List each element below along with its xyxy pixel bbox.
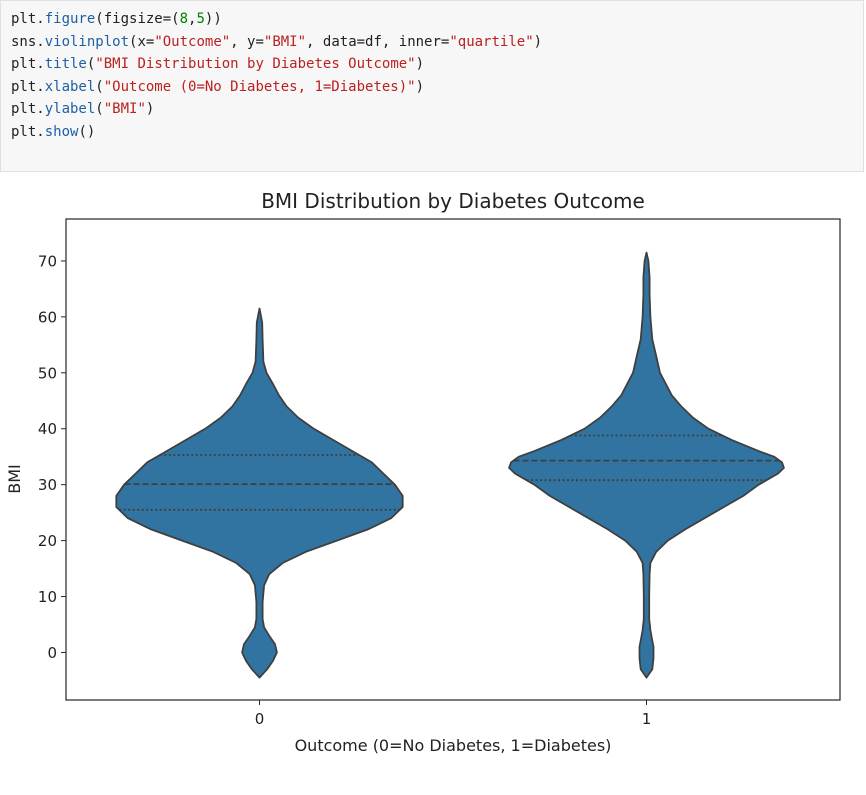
code-token: "Outcome" (154, 33, 231, 50)
y-tick-label: 60 (38, 308, 57, 326)
y-axis-label: BMI (5, 464, 24, 494)
code-token: sns. (11, 33, 45, 50)
code-token: title (44, 56, 87, 73)
code-token: "quartile" (449, 33, 534, 50)
y-tick-label: 20 (38, 532, 57, 550)
y-axis-ticks: 0 10 20 30 40 50 60 70 (38, 252, 66, 662)
code-token: "Outcome (0=No Diabetes, 1=Diabetes)" (103, 78, 416, 95)
x-tick-label: 1 (642, 710, 652, 728)
code-token: ( (95, 78, 104, 95)
code-token: )) (204, 11, 222, 27)
y-tick-label: 0 (47, 644, 57, 662)
code-token: () (78, 124, 96, 140)
x-tick-label: 0 (255, 710, 265, 728)
code-token: , y= (230, 33, 264, 50)
code-token: "BMI Distribution by Diabetes Outcome" (95, 56, 416, 73)
code-token: 8 (179, 11, 189, 27)
code-token: xlabel (44, 78, 96, 95)
code-token: "BMI" (103, 101, 146, 118)
code-token: plt. (11, 78, 45, 95)
chart-title: BMI Distribution by Diabetes Outcome (261, 189, 645, 213)
y-tick-label: 10 (38, 588, 57, 606)
y-tick-label: 70 (38, 252, 57, 270)
x-axis-label: Outcome (0=No Diabetes, 1=Diabetes) (295, 736, 612, 755)
code-token: ) (415, 56, 425, 73)
code-token: ( (86, 56, 96, 73)
code-token: (figsize=( (95, 11, 180, 27)
code-line[interactable]: plt.title("BMI Distribution by Diabetes … (11, 53, 424, 75)
code-token: show (44, 124, 79, 140)
code-line[interactable]: plt.figure(figsize=(8,5)) (11, 8, 222, 30)
violin-group (115, 251, 785, 679)
code-token: , data=df, inner= (306, 33, 450, 50)
y-tick-label: 30 (38, 476, 57, 494)
code-token: ( (95, 101, 104, 118)
code-line[interactable]: sns.violinplot(x="Outcome", y="BMI", dat… (11, 31, 542, 53)
plot-frame (65, 218, 841, 701)
code-line[interactable]: plt.xlabel("Outcome (0=No Diabetes, 1=Di… (11, 76, 424, 98)
code-token: , (188, 11, 197, 27)
code-line[interactable]: plt.show() (11, 121, 95, 143)
code-token: (x= (129, 33, 155, 50)
code-cell[interactable]: plt.figure(figsize=(8,5)) sns.violinplot(… (0, 0, 864, 172)
code-token: plt. (11, 56, 45, 73)
code-token: 5 (196, 11, 205, 27)
code-token: figure (44, 11, 96, 27)
violin-body-0 (115, 307, 404, 679)
code-token: plt. (11, 101, 45, 118)
code-token: ) (145, 101, 155, 118)
code-token: ) (415, 78, 425, 95)
violin-chart: BMI Distribution by Diabetes Outcome 010… (5, 189, 841, 755)
code-token: violinplot (44, 33, 130, 50)
code-line[interactable]: plt.ylabel("BMI") (11, 98, 154, 120)
code-token: plt. (11, 11, 45, 27)
code-token: "BMI" (263, 33, 307, 50)
code-token: ylabel (44, 101, 96, 118)
y-tick-label: 50 (38, 364, 57, 382)
code-token: plt. (11, 124, 45, 140)
y-tick-label: 40 (38, 420, 57, 438)
violin-body-1 (508, 251, 785, 679)
output-area: BMI Distribution by Diabetes Outcome 0 10… (0, 174, 866, 791)
code-token: ) (533, 33, 543, 50)
